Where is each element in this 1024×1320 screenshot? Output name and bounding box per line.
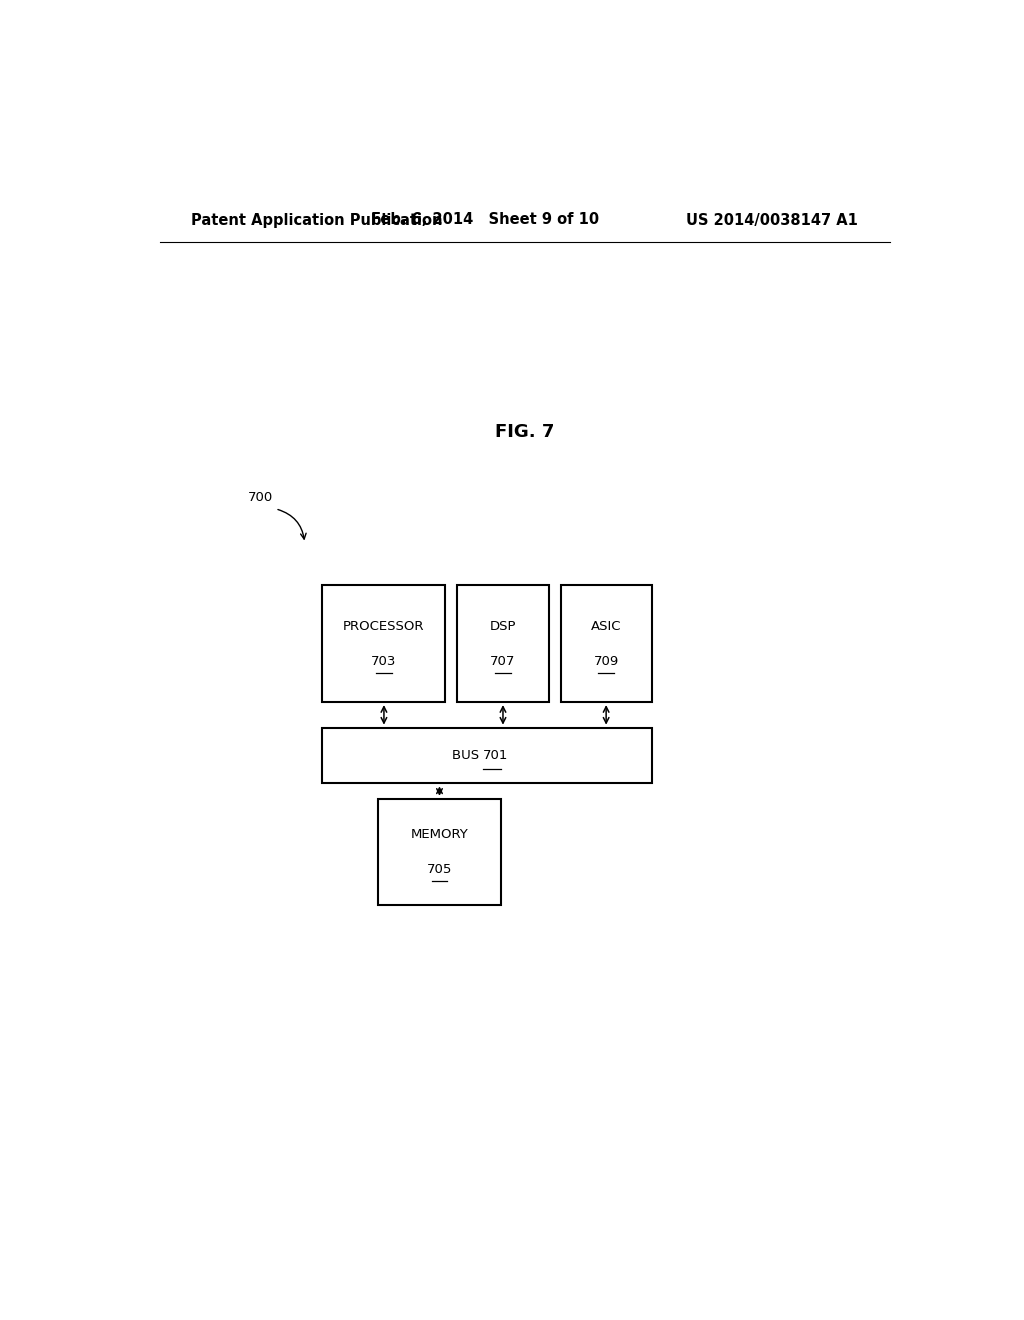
Bar [323, 727, 651, 784]
FancyArrowPatch shape [278, 510, 306, 539]
Bar [323, 585, 445, 702]
Text: FIG. 7: FIG. 7 [496, 422, 554, 441]
Text: 707: 707 [490, 655, 516, 668]
Bar [378, 799, 501, 906]
Text: Patent Application Publication: Patent Application Publication [191, 213, 443, 227]
Text: 700: 700 [248, 491, 273, 504]
Bar [560, 585, 652, 702]
Text: US 2014/0038147 A1: US 2014/0038147 A1 [686, 213, 858, 227]
Text: DSP: DSP [489, 620, 516, 632]
Text: MEMORY: MEMORY [411, 828, 468, 841]
Text: BUS: BUS [452, 748, 483, 762]
Text: Feb. 6, 2014   Sheet 9 of 10: Feb. 6, 2014 Sheet 9 of 10 [371, 213, 599, 227]
Text: ASIC: ASIC [591, 620, 622, 632]
Text: 701: 701 [483, 748, 509, 762]
Text: 703: 703 [372, 655, 396, 668]
Text: 709: 709 [594, 655, 618, 668]
Text: 705: 705 [427, 863, 453, 876]
Text: PROCESSOR: PROCESSOR [343, 620, 425, 632]
Bar [458, 585, 549, 702]
